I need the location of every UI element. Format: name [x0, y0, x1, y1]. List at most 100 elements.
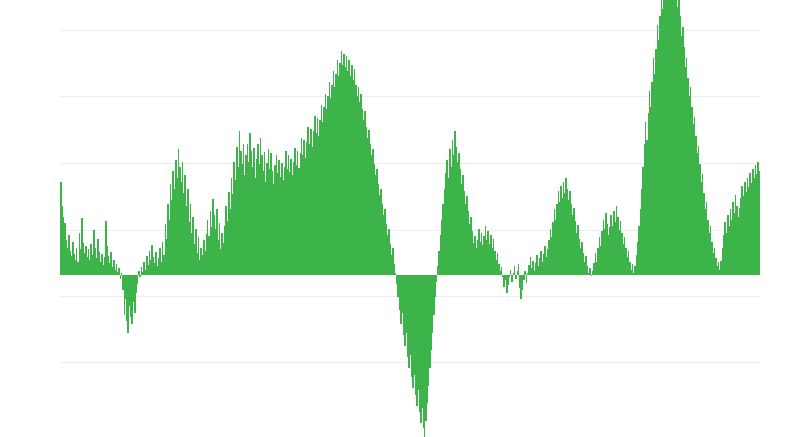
- bar[interactable]: [627, 250, 630, 275]
- bar[interactable]: [123, 275, 126, 315]
- bar[interactable]: [542, 253, 545, 275]
- bar[interactable]: [132, 275, 135, 302]
- bar[interactable]: [278, 159, 280, 275]
- bar[interactable]: [169, 184, 172, 275]
- bar[interactable]: [569, 190, 572, 275]
- bar[interactable]: [471, 230, 474, 275]
- bar[interactable]: [263, 151, 266, 275]
- bar[interactable]: [640, 188, 643, 275]
- bar[interactable]: [602, 219, 605, 275]
- bar[interactable]: [85, 245, 87, 275]
- bar[interactable]: [324, 93, 327, 275]
- bar[interactable]: [529, 257, 532, 275]
- bar[interactable]: [451, 139, 454, 275]
- bar[interactable]: [277, 173, 279, 275]
- bar[interactable]: [351, 64, 353, 275]
- bar[interactable]: [331, 84, 333, 275]
- bar[interactable]: [622, 244, 624, 275]
- bar[interactable]: [120, 272, 123, 275]
- bar[interactable]: [106, 245, 108, 275]
- bar[interactable]: [507, 275, 509, 285]
- bar[interactable]: [291, 175, 294, 275]
- bar[interactable]: [356, 95, 358, 275]
- bar[interactable]: [496, 252, 499, 275]
- bar[interactable]: [267, 148, 270, 275]
- bar[interactable]: [580, 248, 582, 275]
- bar[interactable]: [287, 154, 290, 275]
- bar[interactable]: [687, 78, 689, 275]
- bar[interactable]: [595, 261, 598, 275]
- bar[interactable]: [337, 75, 340, 275]
- bar[interactable]: [380, 188, 382, 275]
- bar[interactable]: [742, 196, 745, 275]
- bar[interactable]: [343, 53, 345, 275]
- bar[interactable]: [193, 244, 196, 275]
- bar[interactable]: [257, 144, 259, 275]
- bar[interactable]: [721, 248, 724, 275]
- bar[interactable]: [159, 248, 161, 275]
- bar[interactable]: [216, 208, 218, 275]
- bar[interactable]: [423, 275, 426, 437]
- bar[interactable]: [445, 173, 447, 275]
- bar[interactable]: [524, 270, 527, 275]
- bar[interactable]: [520, 275, 523, 300]
- bar[interactable]: [606, 224, 609, 275]
- bar[interactable]: [446, 159, 448, 275]
- bar[interactable]: [185, 206, 188, 275]
- bar[interactable]: [101, 253, 103, 275]
- bar[interactable]: [512, 272, 515, 275]
- bar[interactable]: [294, 147, 296, 275]
- bar[interactable]: [93, 229, 95, 275]
- bar[interactable]: [593, 262, 595, 275]
- bar[interactable]: [556, 204, 558, 275]
- bar[interactable]: [254, 177, 257, 275]
- bar[interactable]: [269, 168, 271, 275]
- bar[interactable]: [214, 228, 217, 275]
- bar[interactable]: [205, 234, 208, 275]
- bar[interactable]: [63, 222, 66, 275]
- bar[interactable]: [470, 216, 472, 275]
- bar[interactable]: [713, 247, 716, 275]
- bar[interactable]: [482, 244, 484, 275]
- bar[interactable]: [361, 109, 364, 275]
- bar[interactable]: [458, 153, 460, 275]
- bar[interactable]: [89, 259, 91, 275]
- bar[interactable]: [233, 162, 235, 275]
- bar[interactable]: [541, 261, 544, 275]
- bar[interactable]: [323, 106, 325, 275]
- bar[interactable]: [411, 275, 414, 388]
- bar[interactable]: [144, 269, 147, 275]
- bar[interactable]: [322, 122, 324, 275]
- bar[interactable]: [353, 69, 356, 275]
- bar[interactable]: [587, 272, 590, 275]
- bar[interactable]: [540, 250, 542, 275]
- bar[interactable]: [455, 146, 458, 275]
- bar[interactable]: [220, 249, 222, 275]
- bar[interactable]: [229, 208, 231, 275]
- bar[interactable]: [568, 199, 570, 275]
- bar[interactable]: [147, 265, 149, 275]
- bar[interactable]: [426, 275, 429, 404]
- bar[interactable]: [300, 137, 303, 275]
- bar[interactable]: [393, 263, 396, 275]
- bar[interactable]: [497, 263, 500, 275]
- bar[interactable]: [225, 206, 227, 275]
- bar[interactable]: [398, 275, 401, 311]
- bar[interactable]: [344, 66, 347, 275]
- bar[interactable]: [421, 275, 423, 408]
- bar[interactable]: [94, 248, 96, 275]
- bar[interactable]: [517, 263, 520, 275]
- bar[interactable]: [217, 239, 220, 275]
- bar[interactable]: [758, 170, 761, 275]
- bar[interactable]: [249, 133, 251, 275]
- bar[interactable]: [332, 71, 335, 275]
- bar[interactable]: [165, 238, 168, 275]
- bar[interactable]: [243, 175, 246, 275]
- bar[interactable]: [282, 179, 284, 275]
- bar[interactable]: [655, 49, 658, 275]
- bar[interactable]: [527, 272, 529, 275]
- bar[interactable]: [590, 275, 593, 276]
- bar[interactable]: [654, 73, 656, 275]
- bar[interactable]: [599, 246, 602, 275]
- bar[interactable]: [242, 144, 245, 275]
